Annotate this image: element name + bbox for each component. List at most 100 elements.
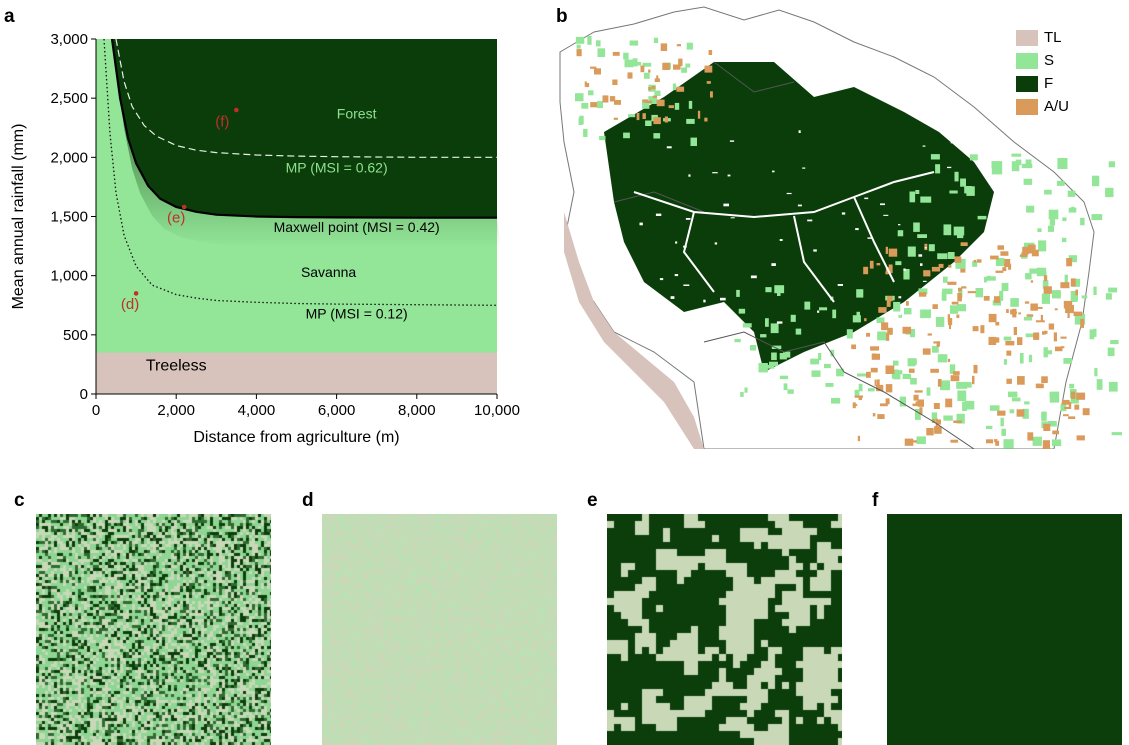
- map-savanna-patch: [1003, 359, 1007, 365]
- map-savanna-patch: [949, 364, 956, 374]
- map-savanna-patch: [1009, 409, 1015, 414]
- map-water-patch: [685, 218, 691, 220]
- map-agri-patch: [994, 439, 998, 443]
- map-savanna-patch: [961, 382, 972, 388]
- map-savanna-patch: [579, 115, 584, 125]
- annotation-marker: [181, 204, 187, 210]
- map-savanna-patch: [632, 58, 638, 67]
- map-agri-patch: [1042, 440, 1050, 449]
- map-agri-patch: [1017, 376, 1025, 385]
- y-tick-label: 0: [80, 386, 88, 403]
- legend-label: TL: [1044, 29, 1062, 46]
- line-label: Maxwell point (MSI = 0.42): [274, 219, 440, 235]
- panel-letter-a: a: [4, 6, 15, 27]
- map-agri-patch: [636, 112, 640, 121]
- map-agri-patch: [1076, 392, 1086, 400]
- map-savanna-patch: [653, 133, 661, 139]
- map-agri-patch: [870, 346, 879, 351]
- map-savanna-patch: [1068, 255, 1077, 263]
- map-agri-patch: [914, 390, 923, 393]
- map-savanna-patch: [1064, 274, 1068, 286]
- map-agri-patch: [870, 367, 878, 373]
- map-savanna-patch: [738, 308, 746, 314]
- map-agri-patch: [584, 81, 587, 87]
- map-savanna-patch: [1025, 333, 1034, 338]
- map-agri-patch: [1008, 263, 1012, 270]
- y-tick-label: 500: [63, 327, 88, 344]
- map-water-patch: [898, 296, 902, 299]
- map-savanna-patch: [771, 345, 782, 349]
- map-savanna-patch: [596, 101, 603, 109]
- map-savanna-patch: [949, 190, 958, 194]
- map-agri-patch: [880, 403, 888, 407]
- x-tick-label: 10,000: [474, 402, 520, 419]
- map-savanna-patch: [910, 378, 917, 385]
- map-savanna-patch: [957, 390, 967, 402]
- map-agri-patch: [1018, 312, 1021, 315]
- map-agri-patch: [1006, 309, 1009, 313]
- map-agri-patch: [961, 286, 967, 289]
- map-savanna-patch: [856, 289, 864, 298]
- landscape-tile-c: [36, 514, 271, 745]
- map-agri-patch: [935, 418, 938, 428]
- map-agri-patch: [871, 353, 880, 360]
- map-savanna-patch: [932, 345, 939, 353]
- map-water-patch: [776, 321, 783, 324]
- map-savanna-patch: [764, 364, 775, 369]
- map-agri-patch: [930, 368, 939, 373]
- map-savanna-patch: [734, 338, 741, 343]
- map-savanna-patch: [1032, 436, 1042, 446]
- map-agri-patch: [656, 75, 659, 80]
- map-agri-patch: [995, 337, 1000, 343]
- map-agri-patch: [1066, 258, 1073, 267]
- map-savanna-patch: [953, 226, 965, 236]
- map-savanna-patch: [787, 389, 794, 394]
- map-agri-patch: [956, 314, 960, 318]
- map-agri-patch: [1019, 254, 1028, 257]
- map-savanna-patch: [811, 370, 821, 377]
- map-agri-patch: [864, 318, 867, 322]
- map-savanna-patch: [1062, 237, 1067, 243]
- map-savanna-patch: [991, 167, 1003, 175]
- map-agri-patch: [1024, 301, 1030, 304]
- map-water-patch: [841, 212, 846, 215]
- map-savanna-patch: [783, 383, 788, 391]
- map-savanna-patch: [1015, 159, 1022, 166]
- map-agri-patch: [704, 117, 708, 122]
- map-agri-patch: [995, 440, 1000, 446]
- map-agri-patch: [967, 291, 976, 294]
- map-savanna-patch: [957, 304, 966, 312]
- map-agri-patch: [988, 336, 997, 345]
- map-agri-patch: [1033, 332, 1040, 340]
- map-savanna-patch: [935, 317, 945, 327]
- map-savanna-patch: [949, 305, 959, 314]
- map-agri-patch: [863, 266, 869, 275]
- map-agri-patch: [919, 407, 923, 415]
- map-agri-patch: [1060, 346, 1065, 349]
- map-agri-patch: [934, 426, 942, 434]
- map-agri-patch: [1013, 327, 1017, 335]
- map-savanna-patch: [846, 329, 853, 339]
- map-savanna-patch: [995, 258, 1005, 266]
- map-savanna-patch: [891, 369, 899, 379]
- map-agri-patch: [923, 270, 931, 277]
- map-savanna-patch: [1069, 383, 1075, 389]
- map-savanna-patch: [1003, 439, 1014, 449]
- line-label: MP (MSI = 0.12): [306, 305, 408, 321]
- map-savanna-patch: [653, 37, 659, 43]
- map-agri-patch: [1030, 280, 1034, 283]
- map-agri-patch: [886, 300, 891, 307]
- map-agri-patch: [857, 435, 860, 442]
- map-rivers: [633, 171, 935, 303]
- x-tick-label: 2,000: [157, 402, 195, 419]
- map-forest-region: [604, 62, 994, 372]
- map-agri-patch: [676, 44, 681, 47]
- map-agri-patch: [1048, 323, 1055, 330]
- map-agri-patch: [906, 301, 909, 306]
- map-agri-patch: [1026, 314, 1034, 317]
- x-tick-label: 0: [92, 402, 100, 419]
- map-agri-patch: [1004, 259, 1011, 267]
- map-water-patch: [675, 241, 678, 244]
- map-agri-patch: [960, 268, 966, 273]
- map-savanna-patch: [1046, 350, 1053, 355]
